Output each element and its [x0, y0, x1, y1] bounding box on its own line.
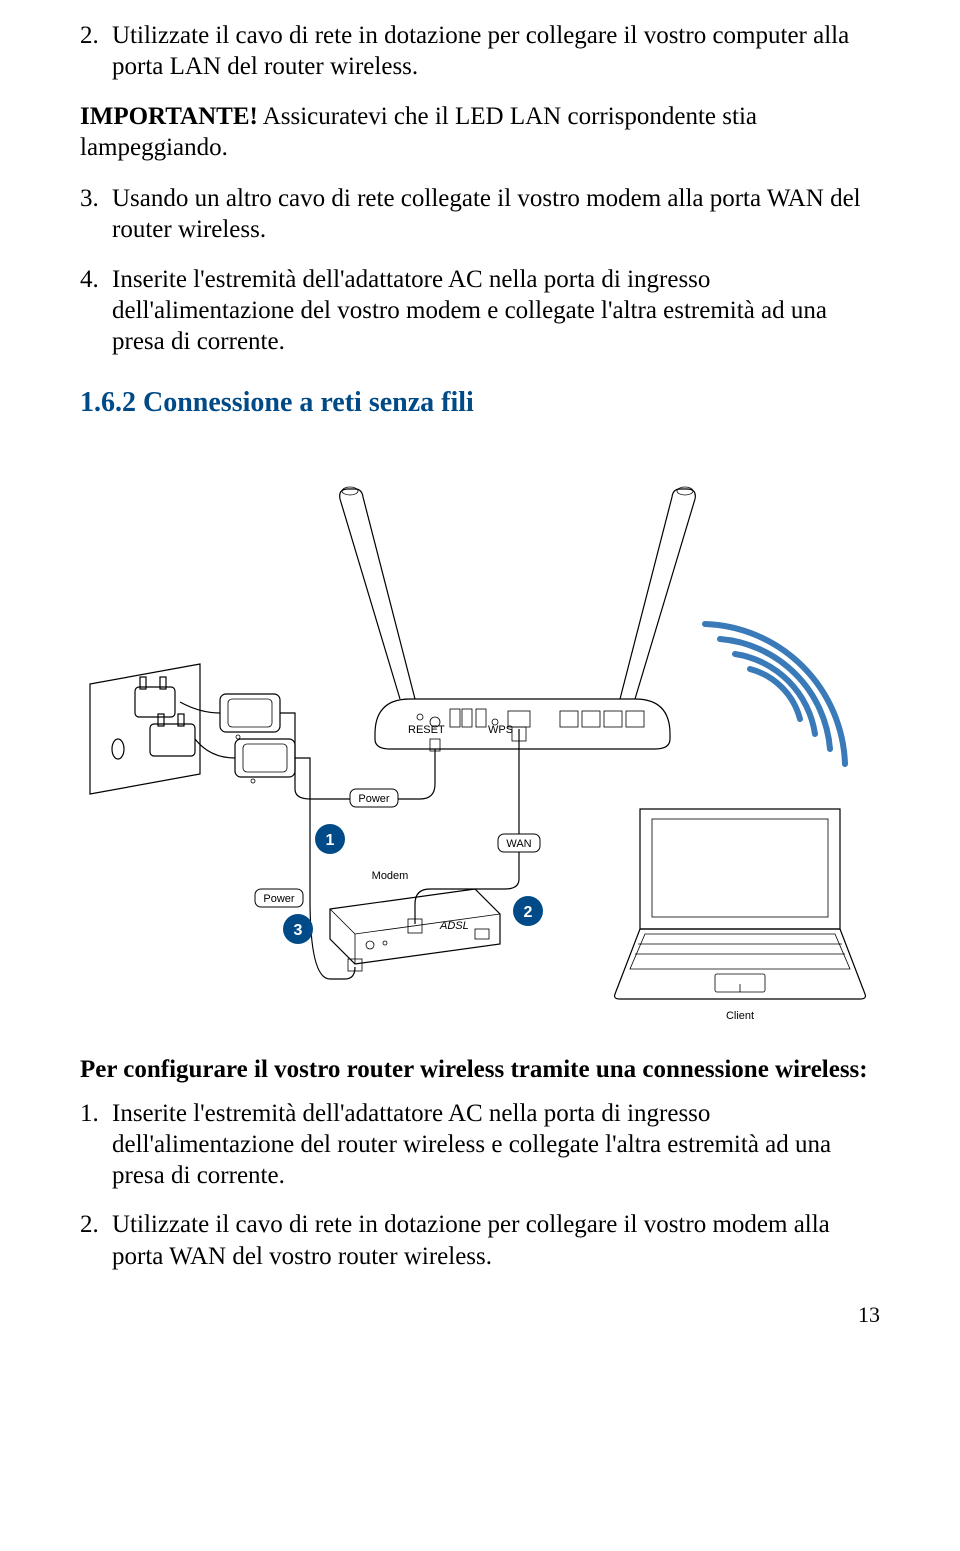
subheading: Per configurare il vostro router wireles…: [80, 1054, 880, 1085]
callout-3: 3: [294, 922, 303, 939]
step-text: Usando un altro cavo di rete collegate i…: [112, 183, 880, 246]
client-label: Client: [726, 1010, 754, 1022]
callout-1: 1: [326, 832, 335, 849]
power-label-2: Power: [263, 893, 295, 905]
step-number: 1.: [80, 1098, 112, 1192]
callout-2: 2: [524, 904, 533, 921]
important-label: IMPORTANTE!: [80, 103, 258, 130]
wireless-connection-diagram: RESET WPS Power WAN 1 Modem ADSL Power 3…: [80, 439, 880, 1029]
diagram-svg: RESET WPS Power WAN 1 Modem ADSL Power 3…: [80, 439, 880, 1029]
power-label: Power: [358, 793, 390, 805]
step-number: 4.: [80, 264, 112, 358]
step-3: 3. Usando un altro cavo di rete collegat…: [80, 183, 880, 246]
wps-label: WPS: [488, 724, 513, 736]
page-number: 13: [80, 1302, 880, 1328]
wall-outlet-icon: [90, 664, 200, 794]
step-4: 4. Inserite l'estremità dell'adattatore …: [80, 264, 880, 358]
step-number: 3.: [80, 183, 112, 246]
step-number: 2.: [80, 20, 112, 83]
reset-label: RESET: [408, 724, 445, 736]
wifi-signal-icon: [705, 624, 845, 764]
step-text: Utilizzate il cavo di rete in dotazione …: [112, 20, 880, 83]
section-heading: 1.6.2 Connessione a reti senza fili: [80, 387, 880, 419]
router-icon: RESET WPS: [340, 487, 696, 749]
modem-label: Modem: [372, 870, 409, 882]
adsl-label: ADSL: [439, 920, 469, 932]
bottom-steps: 1. Inserite l'estremità dell'adattatore …: [80, 1098, 880, 1272]
important-note: IMPORTANTE! Assicuratevi che il LED LAN …: [80, 101, 880, 164]
bottom-step-2: 2. Utilizzate il cavo di rete in dotazio…: [80, 1209, 880, 1272]
step-2: 2. Utilizzate il cavo di rete in dotazio…: [80, 20, 880, 83]
bottom-step-1: 1. Inserite l'estremità dell'adattatore …: [80, 1098, 880, 1192]
wan-label: WAN: [506, 838, 531, 850]
step-number: 2.: [80, 1209, 112, 1272]
step-text: Inserite l'estremità dell'adattatore AC …: [112, 264, 880, 358]
top-steps-cont: 3. Usando un altro cavo di rete collegat…: [80, 183, 880, 357]
power-adapter-icon-2: [195, 739, 310, 899]
top-steps: 2. Utilizzate il cavo di rete in dotazio…: [80, 20, 880, 83]
step-text: Utilizzate il cavo di rete in dotazione …: [112, 1209, 880, 1272]
step-text: Inserite l'estremità dell'adattatore AC …: [112, 1098, 880, 1192]
laptop-icon: Client: [615, 809, 866, 1022]
